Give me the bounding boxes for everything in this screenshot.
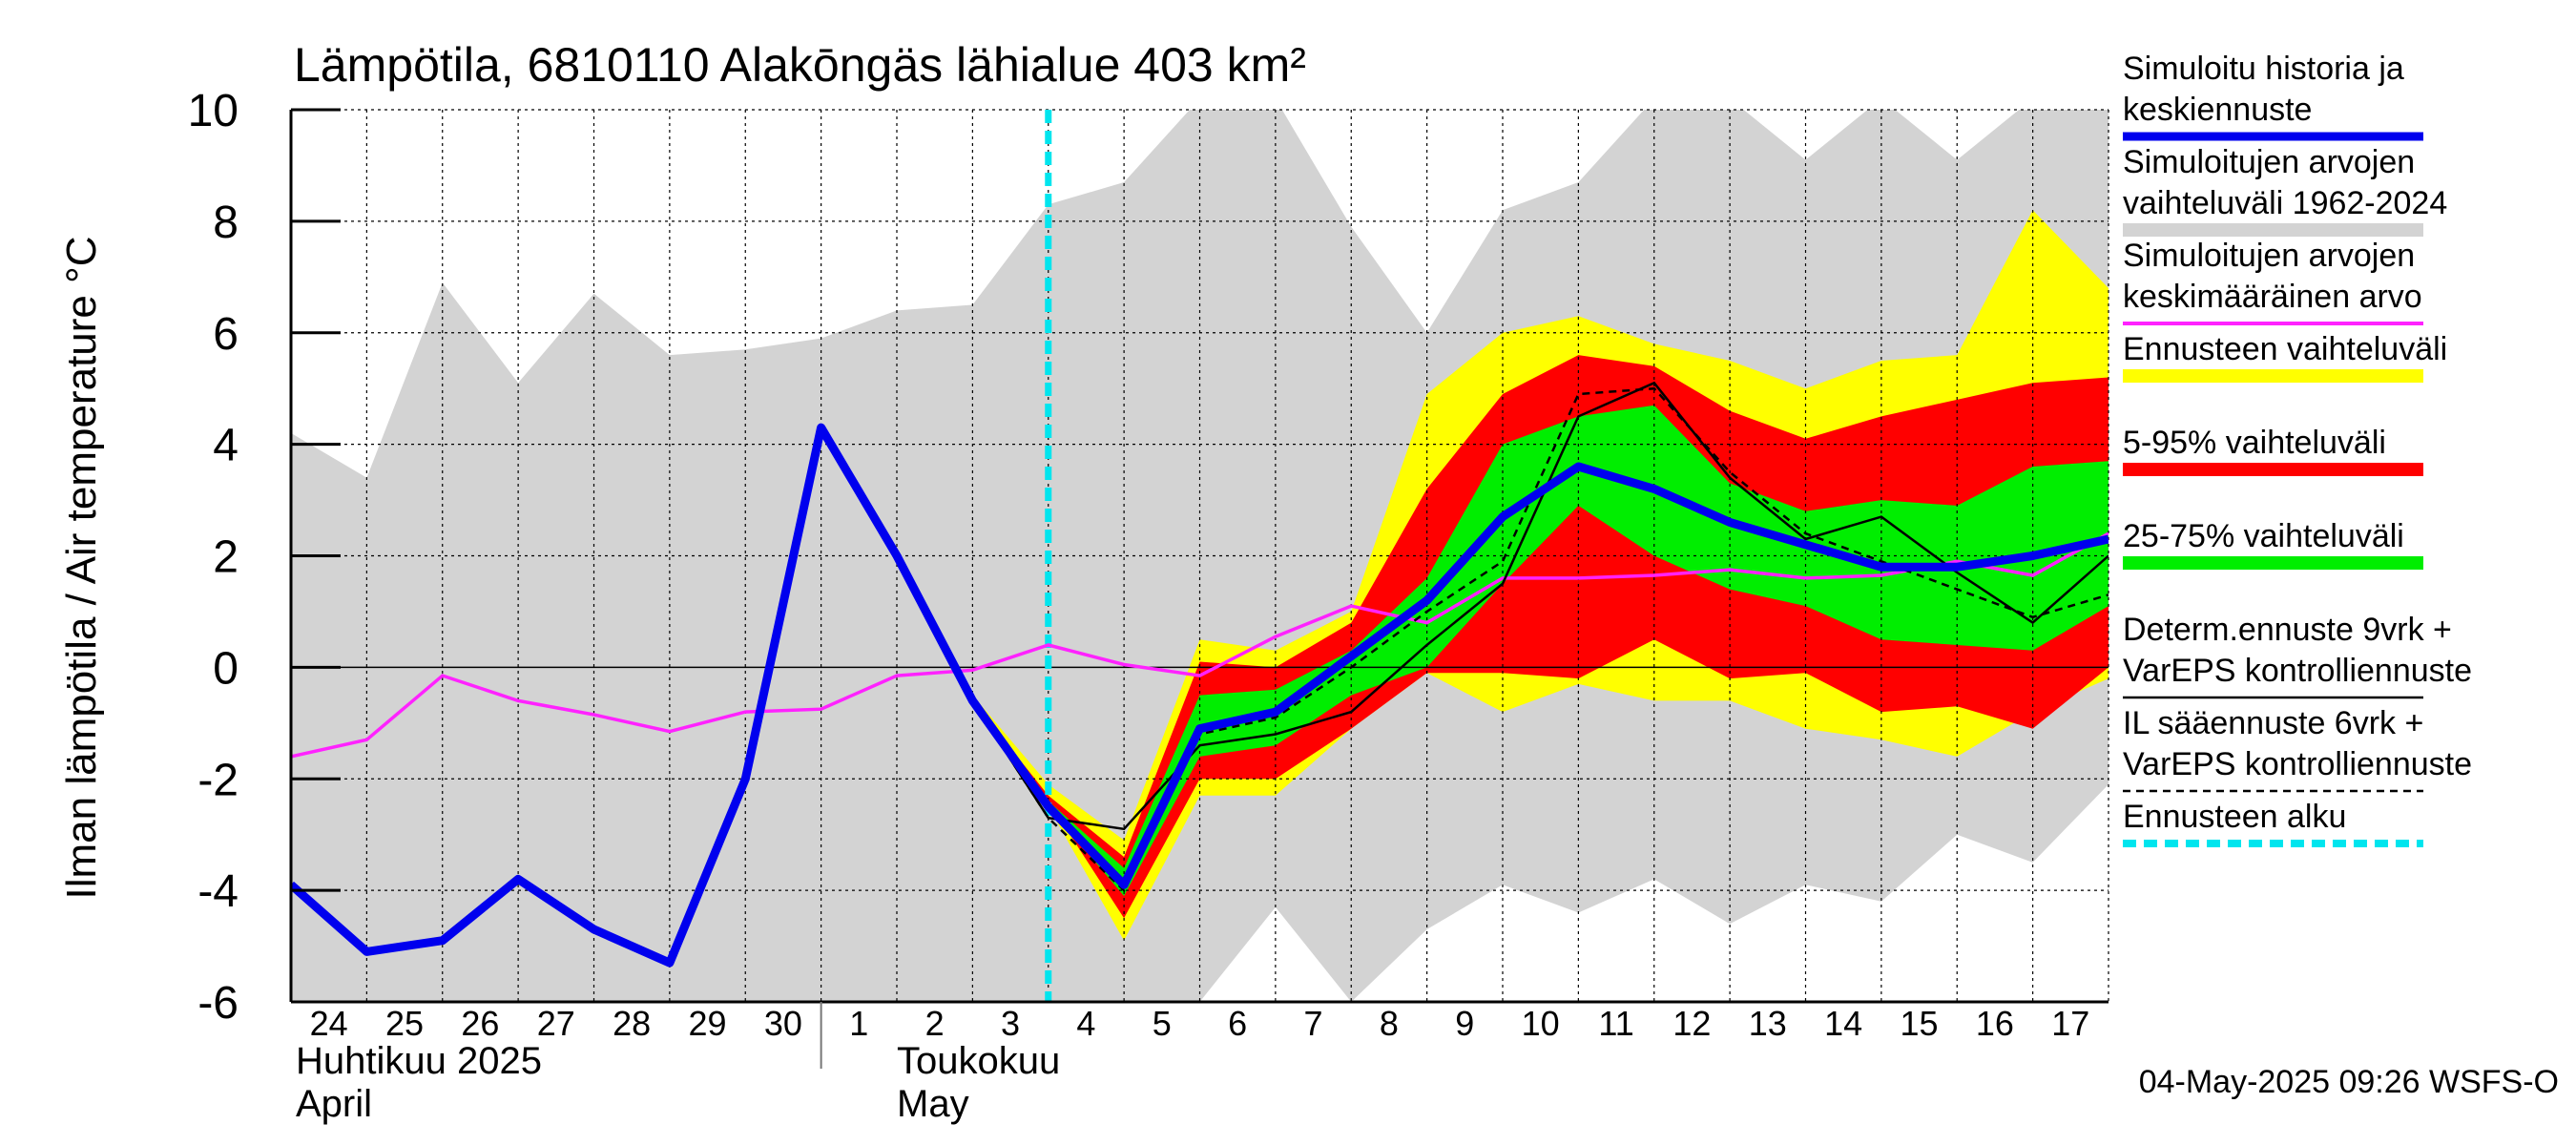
- x-day-label: 4: [1076, 1004, 1095, 1043]
- y-tick-label: 2: [213, 532, 239, 583]
- x-day-label: 15: [1901, 1004, 1939, 1043]
- range-5-95-band: [972, 355, 2109, 919]
- x-day-label: 3: [1001, 1004, 1020, 1043]
- x-day-label: 27: [537, 1004, 575, 1043]
- y-tick-label: 0: [213, 643, 239, 694]
- month-april-fi: Huhtikuu 2025: [296, 1040, 542, 1082]
- x-day-label: 11: [1598, 1004, 1633, 1043]
- y-tick-label: 4: [213, 421, 239, 471]
- x-day-label: 17: [2051, 1004, 2089, 1043]
- x-day-label: 6: [1228, 1004, 1247, 1043]
- x-tick-labels: 24 25 26 27 28 29 30 1 2 3 4 5 6 7 8 9 10 11 12 13 14 15 16 17: [310, 1002, 2089, 1069]
- month-labels: Huhtikuu 2025 April Toukokuu May: [296, 1040, 1060, 1125]
- deterministic-forecast-line: [895, 381, 2109, 831]
- x-day-label: 1: [849, 1004, 868, 1043]
- x-day-label: 26: [461, 1004, 499, 1043]
- legend-label: VarEPS kontrolliennuste: [2123, 746, 2472, 782]
- y-tick-label: -6: [197, 978, 239, 1029]
- legend-label: 5-95% vaihteluväli: [2123, 425, 2386, 461]
- legend-label: VarEPS kontrolliennuste: [2123, 653, 2472, 689]
- line-layer: [291, 110, 2109, 1002]
- legend-label: Ennusteen vaihteluväli: [2123, 331, 2447, 367]
- y-tick-label: 6: [213, 309, 239, 360]
- legend-label: keskiennuste: [2123, 92, 2312, 128]
- x-day-label: 24: [310, 1004, 348, 1043]
- x-day-label: 28: [613, 1004, 651, 1043]
- y-axis-label: Ilman lämpötila / Air temperature °C: [58, 237, 105, 900]
- x-day-label: 2: [925, 1004, 945, 1043]
- legend-label: Simuloitu historia ja: [2123, 51, 2404, 87]
- y-tick-labels: 10 8 6 4 2 0 -2 -4 -6: [188, 86, 341, 1029]
- legend-label: Ennusteen alku: [2123, 799, 2346, 835]
- y-tick-label: -4: [197, 866, 239, 917]
- x-day-label: 13: [1749, 1004, 1787, 1043]
- y-tick-label: -2: [197, 755, 239, 805]
- timestamp: 04-May-2025 09:26 WSFS-O: [2139, 1064, 2559, 1100]
- x-day-label: 8: [1380, 1004, 1399, 1043]
- x-day-label: 25: [385, 1004, 424, 1043]
- historical-mean-line: [291, 531, 2109, 759]
- x-day-label: 5: [1153, 1004, 1172, 1043]
- simulated-mean-line: [291, 423, 2109, 968]
- x-day-label: 14: [1824, 1004, 1862, 1043]
- x-day-label: 30: [764, 1004, 802, 1043]
- legend-label: 25-75% vaihteluväli: [2123, 518, 2404, 554]
- y-tick-label: 8: [213, 198, 239, 248]
- y-tick-label: 10: [188, 86, 239, 136]
- legend-label: Simuloitujen arvojen: [2123, 238, 2415, 274]
- legend-label: keskimääräinen arvo: [2123, 279, 2422, 315]
- legend-label: Determ.ennuste 9vrk +: [2123, 612, 2452, 648]
- x-day-label: 10: [1522, 1004, 1560, 1043]
- x-day-label: 12: [1672, 1004, 1711, 1043]
- legend: Simuloitu historia ja keskiennuste Simuloi…: [2123, 51, 2472, 847]
- legend-label: vaihteluväli 1962-2024: [2123, 185, 2447, 221]
- month-april-en: April: [296, 1083, 372, 1125]
- month-may-fi: Toukokuu: [897, 1040, 1060, 1082]
- legend-label: Simuloitujen arvojen: [2123, 144, 2415, 180]
- legend-label: IL sääennuste 6vrk +: [2123, 705, 2423, 741]
- x-day-label: 29: [689, 1004, 727, 1043]
- grid-lines: [291, 109, 2109, 1002]
- x-day-label: 9: [1455, 1004, 1474, 1043]
- range-25-75-band: [972, 405, 2109, 896]
- chart-title: Lämpötila, 6810110 Alakōngäs lähialue 40…: [294, 38, 1306, 92]
- x-day-label: 7: [1304, 1004, 1323, 1043]
- x-day-label: 16: [1976, 1004, 2014, 1043]
- month-may-en: May: [897, 1083, 969, 1125]
